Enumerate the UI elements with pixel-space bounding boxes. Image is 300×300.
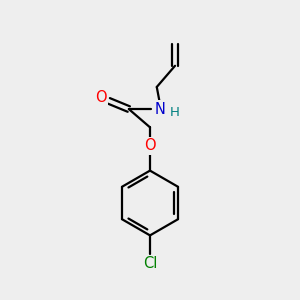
Text: O: O xyxy=(95,90,106,105)
Text: N: N xyxy=(154,102,165,117)
Text: H: H xyxy=(170,106,180,119)
Text: O: O xyxy=(144,138,156,153)
Text: Cl: Cl xyxy=(143,256,157,271)
